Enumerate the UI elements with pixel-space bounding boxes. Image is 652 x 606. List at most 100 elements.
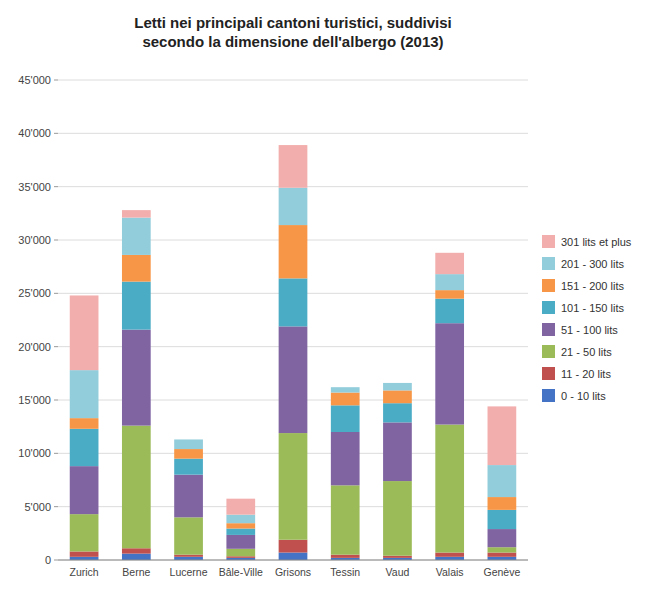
bar-segment: Grisons – 151 - 200 lits: 5000 xyxy=(279,225,308,278)
bar-segment: Zurich – 201 - 300 lits: 4500 xyxy=(70,370,99,418)
bar-segment: Grisons – 301 lits et plus: 4000 xyxy=(279,145,308,188)
bar-segment: Lucerne – 21 - 50 lits: 3500 xyxy=(174,517,203,554)
legend-label: 21 - 50 lits xyxy=(561,346,612,358)
y-tick xyxy=(54,186,58,187)
legend-label: 51 - 100 lits xyxy=(561,324,618,336)
bar-segment: Genève – 201 - 300 lits: 3000 xyxy=(488,465,517,497)
x-tick-label: Valais xyxy=(436,566,464,578)
x-tick-label: Bâle-Ville xyxy=(219,566,263,578)
bar-segment: Grisons – 201 - 300 lits: 3500 xyxy=(279,188,308,225)
bar-segment: Bâle-Ville – 151 - 200 lits: 500 xyxy=(226,523,255,528)
bar-segment: Valais – 301 lits et plus: 2000 xyxy=(435,253,464,274)
bar-segment: Bâle-Ville – 201 - 300 lits: 800 xyxy=(226,515,255,524)
bar-segment: Berne – 0 - 10 lits: 600 xyxy=(122,554,151,560)
grid-line xyxy=(58,80,528,81)
y-tick xyxy=(54,133,58,134)
y-tick-label: 5'000 xyxy=(24,501,51,513)
bar-segment: Vaud – 301 lits et plus: 0 xyxy=(383,382,412,383)
bar-segment: Vaud – 101 - 150 lits: 1800 xyxy=(383,403,412,422)
x-tick-label: Vaud xyxy=(386,566,410,578)
legend-label: 0 - 10 lits xyxy=(561,390,606,402)
bar-segment: Valais – 51 - 100 lits: 9500 xyxy=(435,323,464,424)
legend-label: 101 - 150 lits xyxy=(561,302,624,314)
bar-segment: Berne – 151 - 200 lits: 2500 xyxy=(122,255,151,282)
y-tick-label: 0 xyxy=(45,554,51,566)
bar-segment: Zurich – 21 - 50 lits: 3500 xyxy=(70,514,99,551)
bar-segment: Zurich – 101 - 150 lits: 3500 xyxy=(70,429,99,466)
bars: Zurich – 0 - 10 lits: 300Berne – 0 - 10 … xyxy=(70,145,517,560)
bar-segment: Vaud – 11 - 20 lits: 200 xyxy=(383,556,412,558)
legend-swatch xyxy=(542,235,555,248)
bar-segment: Valais – 21 - 50 lits: 12000 xyxy=(435,425,464,553)
legend-swatch xyxy=(542,323,555,336)
bar-segment: Tessin – 101 - 150 lits: 2500 xyxy=(331,405,360,432)
bar-segment: Genève – 11 - 20 lits: 400 xyxy=(488,553,517,557)
x-axis-line xyxy=(58,560,528,561)
y-tick-label: 25'000 xyxy=(18,287,51,299)
y-tick-label: 35'000 xyxy=(18,181,51,193)
legend-label: 301 lits et plus xyxy=(561,236,632,248)
series: Zurich – 51 - 100 lits: 4500 Berne – 51 -… xyxy=(70,323,517,549)
bar-segment: Grisons – 21 - 50 lits: 10000 xyxy=(279,433,308,540)
bar-segment: Tessin – 151 - 200 lits: 1200 xyxy=(331,393,360,406)
series: Zurich – 301 lits et plus: 7000 Berne – 3… xyxy=(70,145,517,515)
bar-segment: Zurich – 301 lits et plus: 7000 xyxy=(70,295,99,370)
y-tick xyxy=(54,293,58,294)
title-line: secondo la dimensione dell'albergo (2013… xyxy=(142,33,443,50)
bar-segment: Lucerne – 11 - 20 lits: 200 xyxy=(174,555,203,557)
bar-segment: Bâle-Ville – 21 - 50 lits: 700 xyxy=(226,549,255,556)
legend-swatch xyxy=(542,389,555,402)
bar-segment: Lucerne – 151 - 200 lits: 900 xyxy=(174,449,203,459)
chart: Letti nei principali cantoni turistici, … xyxy=(0,0,652,606)
bar-segment: Tessin – 301 lits et plus: 0 xyxy=(331,387,360,388)
bar-segment: Grisons – 101 - 150 lits: 4500 xyxy=(279,278,308,326)
y-tick xyxy=(54,240,58,241)
x-tick-label: Grisons xyxy=(275,566,311,578)
y-tick xyxy=(54,560,58,561)
title: Letti nei principali cantoni turistici, … xyxy=(134,14,452,50)
bar-segment: Vaud – 201 - 300 lits: 700 xyxy=(383,383,412,390)
bar-segment: Zurich – 51 - 100 lits: 4500 xyxy=(70,466,99,514)
bar-segment: Grisons – 0 - 10 lits: 700 xyxy=(279,553,308,560)
x-tick-label: Genève xyxy=(483,566,520,578)
bar-segment: Tessin – 51 - 100 lits: 5000 xyxy=(331,432,360,485)
bar-segment: Valais – 201 - 300 lits: 1500 xyxy=(435,274,464,290)
x-tick-label: Berne xyxy=(122,566,150,578)
bar-segment: Lucerne – 51 - 100 lits: 4000 xyxy=(174,475,203,518)
bar-segment: Genève – 21 - 50 lits: 500 xyxy=(488,547,517,552)
legend-swatch xyxy=(542,301,555,314)
bar-segment: Berne – 11 - 20 lits: 500 xyxy=(122,548,151,553)
legend-swatch xyxy=(542,279,555,292)
bar-segment: Zurich – 151 - 200 lits: 1000 xyxy=(70,418,99,429)
bar-segment: Genève – 301 lits et plus: 5500 xyxy=(488,406,517,465)
title-line: Letti nei principali cantoni turistici, … xyxy=(134,14,452,31)
bar-segment: Berne – 21 - 50 lits: 11500 xyxy=(122,426,151,549)
grid-line xyxy=(58,560,528,561)
legend-label: 151 - 200 lits xyxy=(561,280,624,292)
legend-swatch xyxy=(542,345,555,358)
x-tick-label: Lucerne xyxy=(170,566,208,578)
bar-segment: Bâle-Ville – 11 - 20 lits: 150 xyxy=(226,556,255,558)
series: Zurich – 101 - 150 lits: 3500Berne – 101… xyxy=(70,278,517,535)
legend-label: 11 - 20 lits xyxy=(561,368,611,380)
y-tick xyxy=(54,80,58,81)
bar-segment: Berne – 301 lits et plus: 700 xyxy=(122,210,151,217)
y-tick xyxy=(54,453,58,454)
y-tick xyxy=(54,506,58,507)
series: Zurich – 0 - 10 lits: 300Berne – 0 - 10 … xyxy=(70,553,517,560)
bar-segment: Berne – 51 - 100 lits: 9000 xyxy=(122,330,151,426)
bar-segment: Vaud – 21 - 50 lits: 7000 xyxy=(383,481,412,556)
bar-segment: Valais – 11 - 20 lits: 400 xyxy=(435,553,464,557)
series: Zurich – 201 - 300 lits: 4500Berne – 201… xyxy=(70,188,517,523)
x-tick-label: Zurich xyxy=(70,566,99,578)
y-axis: 05'00010'00015'00020'00025'00030'00035'0… xyxy=(18,74,58,566)
y-tick xyxy=(54,400,58,401)
bar-segment: Lucerne – 301 lits et plus: 0 xyxy=(174,439,203,440)
bar-segment: Bâle-Ville – 51 - 100 lits: 1300 xyxy=(226,535,255,549)
series: Zurich – 151 - 200 lits: 1000 Berne – 151… xyxy=(70,225,517,528)
y-tick-label: 30'000 xyxy=(18,234,51,246)
bar-segment: Valais – 101 - 150 lits: 2300 xyxy=(435,299,464,324)
series: Zurich – 21 - 50 lits: 3500 Berne – 21 - … xyxy=(70,425,517,557)
x-tick-label: Tessin xyxy=(330,566,360,578)
y-tick-label: 15'000 xyxy=(18,394,51,406)
